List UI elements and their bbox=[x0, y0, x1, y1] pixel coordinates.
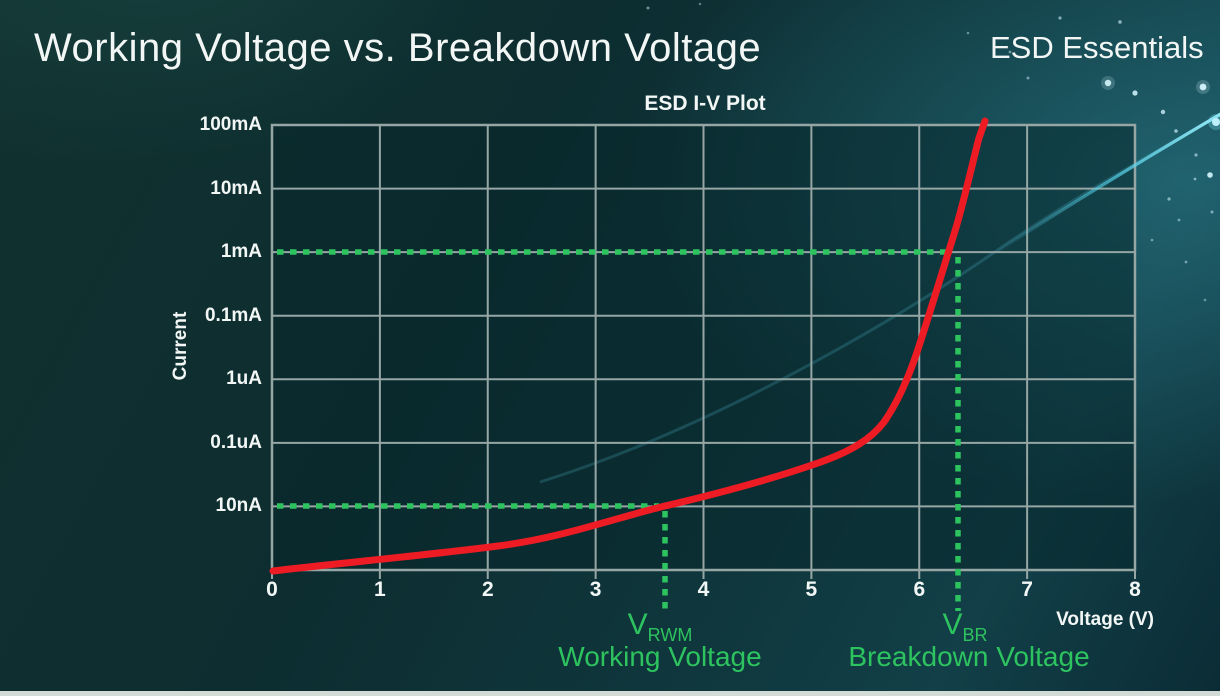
star-dot bbox=[1167, 197, 1171, 201]
plot-border bbox=[270, 123, 1137, 572]
iv-curve bbox=[269, 117, 989, 575]
x-tick-label: 5 bbox=[805, 578, 818, 601]
x-tick-label: 8 bbox=[1129, 578, 1141, 601]
star-dot bbox=[1104, 79, 1112, 87]
y-tick-label: 1uA bbox=[226, 368, 262, 390]
star-dot bbox=[1199, 83, 1207, 91]
y-tick-label: 100mA bbox=[199, 114, 262, 135]
x-tick-label: 0 bbox=[266, 578, 278, 601]
star-dot bbox=[1174, 129, 1178, 133]
swoosh-highlight-glow bbox=[1208, 114, 1220, 130]
x-tick-label: 7 bbox=[1021, 578, 1033, 601]
star-dot bbox=[1150, 238, 1154, 242]
y-tick-label: 10nA bbox=[215, 495, 262, 517]
y-tick-label: 0.1mA bbox=[204, 304, 262, 326]
star-dot bbox=[1203, 298, 1207, 302]
star-field-decoration bbox=[646, 2, 1214, 302]
star-dot bbox=[1058, 16, 1062, 20]
star-dot bbox=[698, 2, 702, 6]
plot-gridlines bbox=[272, 125, 1135, 570]
y-tick-label: 1mA bbox=[220, 241, 262, 263]
star-dot bbox=[1207, 172, 1213, 178]
x-axis-title: Voltage (V) bbox=[1056, 609, 1154, 630]
y-tick-label: 10mA bbox=[210, 177, 262, 199]
star-dot bbox=[1026, 76, 1030, 80]
star-dot bbox=[646, 6, 650, 10]
annotation-guides bbox=[277, 249, 961, 611]
vbr-symbol: VBR bbox=[890, 608, 1040, 645]
vrwm-symbol: VRWM bbox=[585, 608, 735, 645]
star-dot bbox=[1193, 177, 1197, 181]
star-dot bbox=[1118, 20, 1122, 24]
star-dot bbox=[1177, 218, 1181, 222]
vrwm-subscript: RWM bbox=[647, 625, 693, 645]
chart-title: ESD I-V Plot bbox=[644, 92, 766, 115]
star-dot bbox=[1196, 80, 1210, 94]
y-tick-label: 0.1uA bbox=[210, 431, 262, 453]
x-tick-label: 1 bbox=[374, 578, 386, 601]
working-voltage-label: Working Voltage bbox=[558, 641, 762, 672]
background-swoosh-bright bbox=[998, 112, 1220, 252]
star-dot bbox=[1132, 90, 1138, 96]
star-dot bbox=[1184, 260, 1188, 264]
swoosh-highlight-node bbox=[1212, 118, 1220, 126]
star-dot bbox=[966, 31, 970, 35]
vbr-v: V bbox=[942, 608, 963, 641]
star-dot bbox=[1210, 210, 1214, 214]
star-dot bbox=[1160, 109, 1166, 115]
x-axis-tick-marks bbox=[271, 570, 1136, 579]
brand-watermark: ESD Essentials bbox=[990, 30, 1204, 65]
x-tick-label: 4 bbox=[697, 578, 710, 601]
star-dot bbox=[1008, 50, 1012, 54]
star-dot bbox=[1194, 153, 1198, 157]
x-tick-label: 2 bbox=[481, 578, 494, 601]
bottom-edge-strip bbox=[0, 691, 1220, 696]
star-dot bbox=[1101, 76, 1115, 90]
vrwm-v: V bbox=[627, 608, 648, 641]
x-tick-label: 6 bbox=[913, 578, 926, 601]
vbr-subscript: BR bbox=[962, 625, 988, 645]
breakdown-voltage-label: Breakdown Voltage bbox=[848, 641, 1090, 672]
x-tick-label: 3 bbox=[589, 578, 602, 601]
y-axis-title: Current bbox=[170, 311, 191, 381]
slide-title: Working Voltage vs. Breakdown Voltage bbox=[34, 26, 762, 70]
